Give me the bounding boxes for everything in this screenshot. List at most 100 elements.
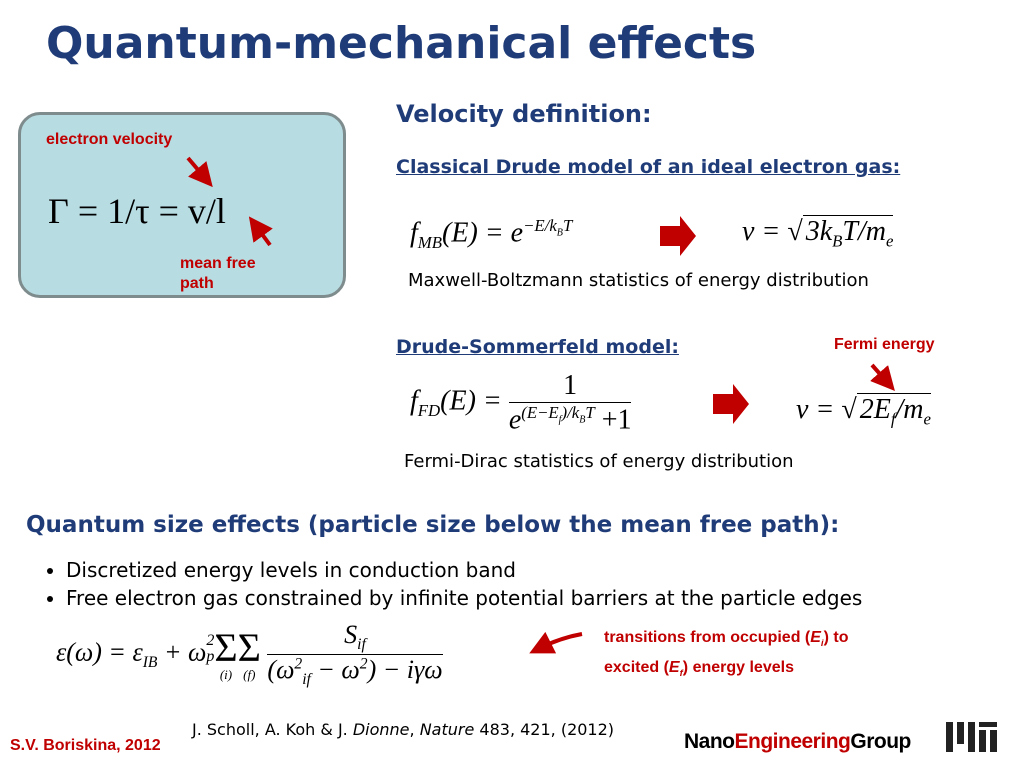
label-path: mean free path [180, 255, 256, 292]
text-part: 2 [294, 655, 303, 673]
shape: e(E−Ef)/kBT +1 [509, 403, 632, 436]
text-part: J. Scholl, A. Koh & J. [192, 720, 353, 739]
text-part: MB [417, 232, 443, 252]
text-part: Σ [237, 625, 261, 671]
text-part: excited ( [604, 659, 669, 677]
shape [946, 722, 953, 752]
text-part: −E/k [523, 216, 557, 235]
text-part: T [562, 216, 573, 235]
shape: 2Ef/me [856, 393, 931, 429]
fermi-annotation: Fermi energy [834, 336, 935, 353]
text-part: IB [142, 653, 158, 671]
shape [660, 216, 696, 256]
text-part: 2E [859, 394, 891, 425]
text-part: , [409, 720, 420, 739]
text-part: (E) = [440, 385, 502, 417]
transition-annotation: transitions from occupied (Ei) to excited… [604, 626, 848, 686]
text-part: ) energy levels [682, 659, 794, 677]
text-part: (E−E [521, 403, 559, 422]
text-part: e [923, 409, 931, 429]
text-part: E [810, 629, 821, 646]
text-part: f [558, 414, 562, 426]
text-part: + ω [163, 637, 207, 667]
shape: 3kBT/me [802, 215, 894, 251]
shape [957, 722, 964, 744]
shape: Σ (i) [214, 625, 238, 683]
text-part: f [410, 385, 418, 417]
text-part: B [832, 231, 843, 251]
author: S.V. Boriskina, 2012 [10, 737, 161, 754]
text-part: +1 [601, 404, 632, 436]
quantum-equation: ε(ω) = εIB + ω 2 p Σ (i) Σ (f) Sif (ω2if − ω2) … [56, 620, 443, 689]
text-part: (f) [243, 667, 256, 683]
text-part: Group [850, 730, 911, 753]
shape: (ω2if − ω2) − iγω [267, 655, 442, 689]
text-part: f [410, 217, 418, 249]
text-part: T/m [842, 216, 886, 247]
bullet: Free electron gas constrained by infinit… [66, 584, 862, 612]
text-part: e [885, 231, 894, 251]
text-part: (E) = e [442, 217, 524, 249]
text-part: Dionne [352, 720, 410, 739]
text-part: Nano [684, 730, 735, 753]
sommerfeld-heading: Drude-Sommerfeld model: [396, 336, 679, 358]
text-part: 483, 421, (2012) [474, 720, 615, 739]
text-part: )/k [561, 403, 580, 422]
label-velocity: electron velocity [46, 131, 173, 148]
text-part: if [357, 636, 366, 654]
bullets: Discretized energy levels in conduction … [44, 556, 862, 612]
text-part: ) − iγω [367, 655, 443, 685]
shape [990, 730, 997, 752]
drude-eq-left: fMB(E) = e−E/kBT [410, 216, 572, 253]
text-part: i [820, 638, 824, 650]
shape: 1 e(E−Ef)/kBT +1 [508, 370, 632, 436]
shape [968, 722, 975, 752]
text-part: e [508, 404, 522, 436]
citation: J. Scholl, A. Koh & J. Dionne, Nature 48… [192, 720, 614, 739]
shape: f [680, 668, 683, 679]
bullet: Discretized energy levels in conduction … [66, 556, 862, 584]
shape: Sif [267, 620, 443, 656]
shape: −E/kBT [523, 216, 573, 239]
text-part: Nature [419, 720, 475, 739]
text-part: FD [417, 401, 441, 421]
box-equation: Γ = 1/τ = v/l [48, 191, 226, 231]
drude-caption: Maxwell-Boltzmann statistics of energy d… [408, 270, 869, 291]
text-part: E [668, 659, 680, 677]
text-part: S [344, 620, 358, 649]
shape: Sif (ω2if − ω2) − iγω [267, 620, 443, 689]
text-part: Σ [214, 625, 238, 671]
arrows [186, 156, 895, 654]
drude-eq-right: v = √ 3kBT/me [742, 215, 894, 252]
velocity-heading: Velocity definition: [396, 100, 652, 128]
drude-heading: Classical Drude model of an ideal electr… [396, 156, 901, 178]
text-part: /m [895, 394, 924, 425]
text-part: (ω [267, 655, 295, 685]
text-part: Engineering [734, 730, 851, 753]
shape [529, 631, 583, 654]
text-part: p [206, 647, 215, 665]
block-arrows [660, 216, 749, 424]
shape [979, 722, 997, 727]
text-part: if [302, 671, 311, 689]
text-part: ε(ω) = ε [56, 637, 143, 667]
sommerfeld-eq-right: v = √ 2Ef/me [796, 393, 931, 430]
sommerfeld-eq-left: fFD(E) = 1 e(E−Ef)/kBT +1 [410, 370, 632, 436]
shape [186, 156, 213, 188]
shape [248, 216, 273, 247]
text-part: v = √ [742, 216, 803, 247]
text-part: v = √ [796, 394, 857, 425]
text-part: transitions from occupied ( [604, 629, 811, 646]
text-part: (i) [219, 667, 233, 683]
text-part: f [679, 668, 683, 680]
text-part: B [556, 227, 563, 239]
shape [870, 363, 895, 391]
shape [713, 384, 749, 424]
title: Quantum-mechanical effects [46, 18, 757, 69]
mit-logo [946, 722, 997, 752]
quantum-heading: Quantum size effects (particle size belo… [26, 512, 840, 538]
text-part: T [585, 403, 595, 422]
text-part: 2 [359, 655, 368, 673]
